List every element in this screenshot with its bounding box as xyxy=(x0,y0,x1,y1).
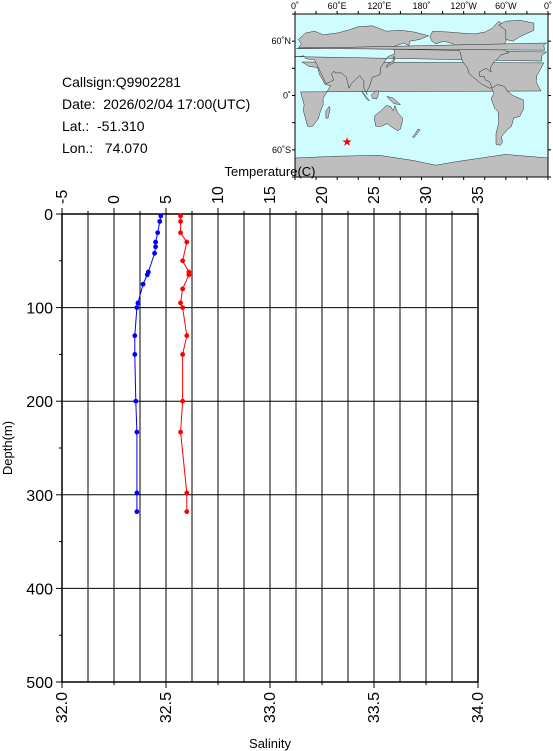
map-lon-tick-label: 180˚ xyxy=(412,1,430,11)
salinity-tick-label: 34.0 xyxy=(470,692,487,723)
salinity-data-point xyxy=(184,490,190,496)
salinity-data-point xyxy=(178,429,183,435)
temperature-data-point xyxy=(153,244,159,250)
map-land-10 xyxy=(386,96,402,105)
salinity-data-point xyxy=(180,352,186,357)
map-lon-tick-label: 0˚ xyxy=(291,1,299,11)
salinity-data-point xyxy=(178,219,183,224)
date-text: Date: 2026/02/04 17:00(UTC) xyxy=(62,96,251,112)
temperature-data-point xyxy=(155,230,161,236)
temperature-data-point xyxy=(134,490,140,496)
temperature-data-point xyxy=(134,305,140,310)
temperature-data-point xyxy=(132,352,138,357)
map-land-12 xyxy=(296,42,548,51)
map-land-4 xyxy=(490,84,524,146)
depth-tick-label: 0 xyxy=(44,207,53,224)
temperature-tick-label: 25 xyxy=(366,186,383,204)
map-land-9 xyxy=(361,90,370,102)
map-land-11 xyxy=(386,55,396,68)
temperature-tick-label: 5 xyxy=(158,195,175,204)
callsign-text: Callsign:Q9902281 xyxy=(62,74,182,90)
lat-text: Lat.: -51.310 xyxy=(62,118,145,134)
salinity-axis-label: Salinity xyxy=(249,736,291,751)
temperature-data-point xyxy=(134,509,140,515)
temperature-profile-line xyxy=(134,215,162,512)
map-lat-tick-label: 60˚S xyxy=(272,145,291,155)
map-land-2 xyxy=(374,104,403,132)
temperature-data-point xyxy=(144,272,150,278)
depth-tick-label: 100 xyxy=(26,301,53,318)
map-land-1 xyxy=(294,25,548,95)
map-lon-tick-label: 60˚W xyxy=(495,1,517,11)
position-star-icon xyxy=(342,137,352,146)
salinity-tick-label: 32.0 xyxy=(54,692,71,723)
salinity-data-point xyxy=(184,239,190,245)
map-lat-tick-label: 0˚ xyxy=(283,91,291,101)
temperature-data-point xyxy=(153,239,159,245)
depth-tick-label: 400 xyxy=(26,581,53,598)
depth-tick-label: 200 xyxy=(26,394,53,411)
salinity-tick-label: 33.0 xyxy=(262,692,279,723)
salinity-data-point xyxy=(178,300,183,306)
map-land-7 xyxy=(325,105,331,119)
map-land-13 xyxy=(411,128,421,138)
temperature-data-point xyxy=(134,429,140,435)
temperature-tick-label: 30 xyxy=(418,186,435,204)
temperature-tick-label: 35 xyxy=(470,186,487,204)
temperature-tick-label: 10 xyxy=(210,186,227,204)
salinity-data-point xyxy=(180,398,186,404)
temperature-data-point xyxy=(135,300,141,306)
temperature-tick-label: -5 xyxy=(54,190,71,204)
temperature-axis-label: Temperature(C) xyxy=(224,164,315,179)
temperature-tick-label: 15 xyxy=(262,186,279,204)
depth-axis-label: Depth(m) xyxy=(0,421,15,475)
temperature-tick-label: 20 xyxy=(314,186,331,204)
temperature-data-point xyxy=(152,250,157,256)
map-lon-tick-label: 60˚E xyxy=(328,1,347,11)
salinity-tick-label: 33.5 xyxy=(366,692,383,723)
salinity-data-point xyxy=(180,258,186,264)
salinity-data-point xyxy=(184,333,190,339)
temperature-tick-label: 0 xyxy=(106,195,123,204)
salinity-data-point xyxy=(180,286,186,292)
map-lon-tick-label: 120˚E xyxy=(367,1,391,11)
salinity-data-point xyxy=(178,230,183,236)
temperature-data-point xyxy=(158,213,164,219)
salinity-tick-label: 32.5 xyxy=(158,692,175,723)
world-map: 0˚ 60˚E 120˚E 180˚ 120˚W 60˚W 0˚ 60˚N 0˚ 60˚S xyxy=(271,1,552,180)
salinity-profile-line xyxy=(180,215,190,512)
salinity-data-point xyxy=(184,509,190,515)
salinity-data-point xyxy=(178,213,183,219)
temperature-data-point xyxy=(140,281,146,287)
depth-tick-label: 500 xyxy=(26,675,53,692)
map-land-5 xyxy=(498,20,535,42)
depth-tick-label: 300 xyxy=(26,488,53,505)
map-lon-tick-label: 0˚ xyxy=(544,1,552,11)
temperature-data-point xyxy=(157,219,163,224)
temperature-data-point xyxy=(132,333,138,339)
map-lon-tick-label: 120˚W xyxy=(450,1,477,11)
salinity-data-point xyxy=(180,305,186,310)
map-land-3 xyxy=(429,20,510,89)
lon-text: Lon.: 74.070 xyxy=(62,140,148,156)
map-lat-tick-label: 60˚N xyxy=(271,36,291,46)
map-land-8 xyxy=(371,90,379,100)
salinity-data-point xyxy=(186,272,192,278)
temperature-data-point xyxy=(133,398,139,404)
